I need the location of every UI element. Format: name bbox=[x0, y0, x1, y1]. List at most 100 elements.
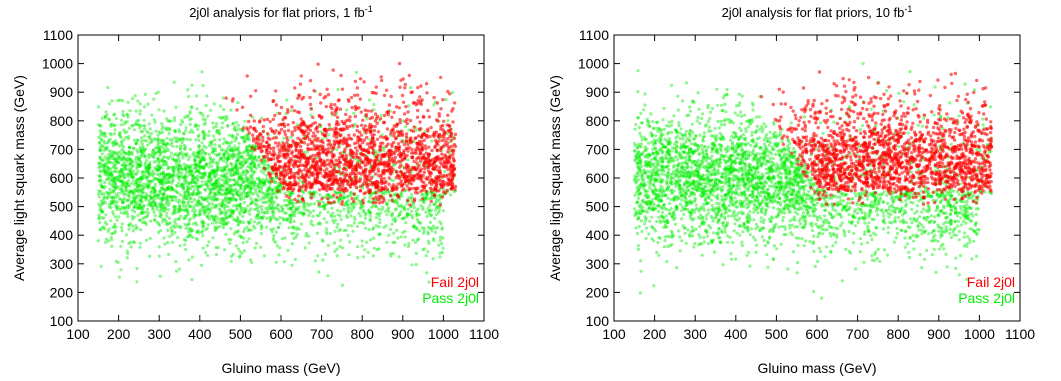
point-pass bbox=[412, 206, 416, 210]
point-pass bbox=[238, 195, 242, 199]
point-pass bbox=[231, 195, 235, 199]
point-pass bbox=[412, 224, 416, 228]
point-pass bbox=[138, 148, 143, 152]
point-pass bbox=[248, 181, 252, 185]
point-pass bbox=[185, 114, 189, 118]
point-fail bbox=[416, 85, 420, 90]
point-pass bbox=[307, 213, 311, 217]
point-pass bbox=[143, 134, 147, 138]
point-pass bbox=[234, 159, 238, 164]
point-pass bbox=[305, 202, 310, 206]
point-pass bbox=[142, 153, 146, 157]
point-fail bbox=[417, 134, 421, 138]
point-pass bbox=[209, 191, 213, 195]
point-pass bbox=[417, 221, 422, 225]
point-pass bbox=[124, 151, 128, 155]
point-pass bbox=[153, 218, 157, 222]
point-fail bbox=[418, 95, 422, 99]
point-pass bbox=[190, 83, 194, 87]
point-fail bbox=[370, 124, 374, 128]
point-pass bbox=[190, 235, 194, 239]
point-pass bbox=[184, 226, 188, 230]
point-pass bbox=[244, 168, 248, 173]
point-pass bbox=[197, 138, 201, 142]
point-pass bbox=[215, 168, 219, 172]
point-fail bbox=[260, 149, 264, 153]
point-pass bbox=[98, 124, 103, 128]
point-pass bbox=[293, 209, 297, 214]
point-pass bbox=[103, 181, 107, 185]
point-pass bbox=[166, 208, 170, 212]
point-fail bbox=[394, 137, 398, 141]
point-pass bbox=[246, 228, 251, 233]
point-pass bbox=[187, 222, 191, 226]
point-pass bbox=[122, 164, 126, 168]
point-fail bbox=[282, 124, 287, 129]
point-fail bbox=[273, 113, 277, 118]
point-pass bbox=[214, 226, 218, 230]
point-pass bbox=[186, 210, 190, 215]
point-pass bbox=[253, 202, 257, 206]
point-pass bbox=[400, 216, 404, 221]
point-pass bbox=[441, 246, 445, 250]
point-pass bbox=[168, 188, 172, 192]
point-pass bbox=[189, 197, 193, 201]
point-pass bbox=[374, 216, 379, 220]
point-pass bbox=[200, 220, 204, 224]
point-pass bbox=[204, 180, 208, 184]
point-fail bbox=[416, 155, 420, 160]
point-pass bbox=[328, 194, 332, 198]
point-fail bbox=[391, 187, 395, 191]
point-pass bbox=[119, 197, 123, 201]
point-fail bbox=[297, 93, 301, 97]
point-pass bbox=[140, 151, 145, 155]
point-pass bbox=[235, 158, 239, 162]
point-pass bbox=[356, 256, 360, 260]
point-pass bbox=[183, 181, 187, 185]
point-fail bbox=[418, 120, 422, 124]
point-pass bbox=[237, 222, 241, 226]
point-pass bbox=[112, 132, 116, 136]
point-pass bbox=[159, 204, 163, 209]
point-fail bbox=[265, 148, 269, 152]
point-pass bbox=[203, 197, 207, 201]
point-pass bbox=[256, 213, 260, 217]
point-pass bbox=[167, 180, 171, 184]
point-pass bbox=[189, 128, 194, 132]
point-pass bbox=[427, 280, 431, 284]
point-pass bbox=[396, 214, 401, 218]
point-pass bbox=[188, 181, 192, 185]
point-pass bbox=[161, 156, 165, 160]
point-pass bbox=[181, 156, 185, 160]
point-pass bbox=[119, 211, 123, 215]
point-pass bbox=[146, 174, 150, 178]
point-pass bbox=[227, 215, 231, 219]
point-pass bbox=[124, 159, 129, 163]
point-pass bbox=[194, 94, 199, 98]
point-pass bbox=[182, 216, 186, 220]
point-fail bbox=[382, 160, 387, 165]
point-fail bbox=[323, 127, 327, 132]
point-pass bbox=[219, 116, 224, 120]
point-pass bbox=[432, 239, 436, 243]
point-pass bbox=[120, 118, 124, 122]
point-pass bbox=[245, 225, 249, 229]
point-pass bbox=[210, 164, 214, 168]
point-fail bbox=[279, 105, 284, 110]
point-pass bbox=[337, 229, 341, 233]
point-fail bbox=[368, 141, 372, 146]
point-pass bbox=[112, 190, 116, 194]
point-pass bbox=[241, 177, 245, 181]
point-pass bbox=[228, 196, 232, 200]
point-pass bbox=[264, 173, 268, 177]
point-fail bbox=[406, 110, 410, 114]
point-pass bbox=[292, 236, 296, 241]
point-pass bbox=[120, 141, 124, 145]
point-pass bbox=[156, 158, 160, 162]
point-pass bbox=[151, 204, 155, 208]
point-pass bbox=[289, 216, 293, 220]
point-pass bbox=[186, 187, 190, 192]
point-pass bbox=[234, 182, 239, 186]
point-pass bbox=[412, 225, 416, 229]
point-pass bbox=[142, 204, 146, 208]
